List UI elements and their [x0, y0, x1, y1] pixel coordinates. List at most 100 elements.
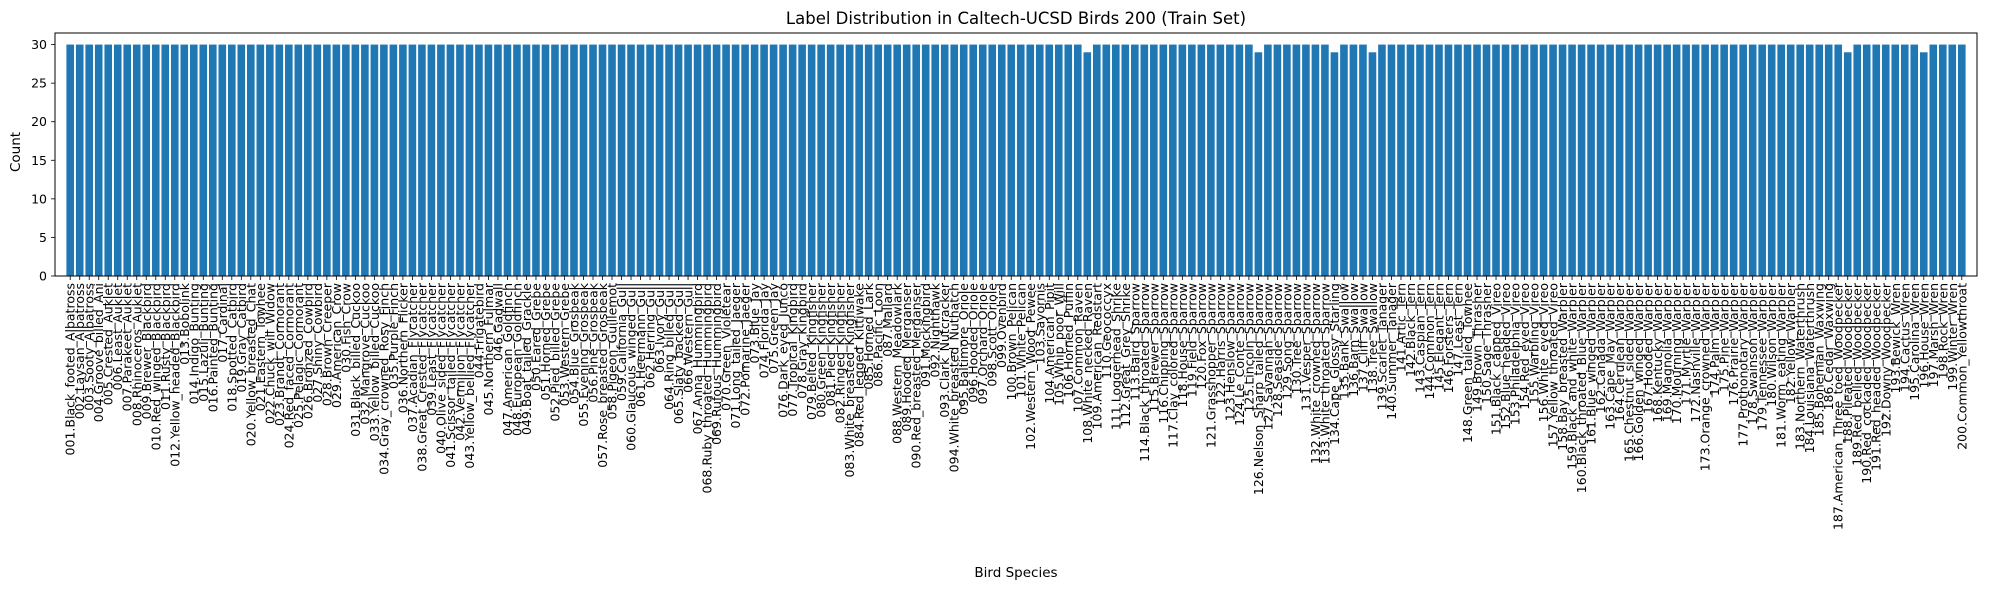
x-tick-label-130: 130.Tree_Sparrow [1289, 283, 1304, 394]
bar-143 [1416, 44, 1424, 276]
x-tick-label-44: 044.Frigatebird [471, 283, 486, 378]
x-tick-label-166: 166.Golden_winged_Warbler [1631, 282, 1646, 461]
x-tick-label-3: 003.Sooty_Albatross [82, 283, 97, 411]
bar-159 [1568, 44, 1576, 276]
bar-80 [817, 44, 825, 276]
x-tick-label-9: 009.Brewer_Blackbird [139, 283, 154, 419]
bar-48 [513, 44, 521, 276]
x-tick-label-103: 103.Sayornis [1032, 283, 1047, 364]
x-tick-label-22: 022.Chuck_will_Widow [262, 283, 277, 424]
y-tick-label-5: 5 [39, 230, 47, 245]
bar-97 [978, 44, 987, 276]
bar-79 [807, 44, 816, 276]
bar-40 [437, 44, 445, 276]
plot-frame [54, 32, 1978, 277]
x-tick-label-38: 038.Great_Crested_Flycatcher [414, 282, 429, 471]
bar-59 [617, 44, 626, 276]
bar-30 [342, 44, 350, 276]
bar-126 [1254, 52, 1263, 276]
x-tick-label-104: 104.American_Pipit [1042, 283, 1057, 404]
bar-28 [323, 44, 331, 276]
bar-3 [85, 44, 94, 276]
bar-120 [1197, 44, 1206, 276]
x-tick-label-69: 069.Rufous_Hummingbird [709, 283, 724, 445]
x-tick-label-120: 120.Fox_Sparrow [1194, 283, 1209, 390]
x-tick-label-62: 062.Herring_Gull [643, 283, 658, 388]
bar-18 [228, 44, 236, 276]
bar-107 [1073, 44, 1082, 276]
bar-114 [1140, 44, 1149, 276]
bar-145 [1435, 44, 1443, 276]
x-tick-label-77: 077.Tropical_Kingbird [785, 283, 800, 417]
bar-124 [1235, 44, 1244, 276]
bar-190 [1862, 44, 1871, 276]
bar-15 [199, 44, 208, 276]
x-tick-label-50: 050.Eared_Grebe [528, 283, 543, 391]
bar-2 [75, 44, 84, 276]
x-tick-label-113: 113.Baird_Sparrow [1127, 283, 1142, 401]
x-tick-label-126: 126.Nelson_Sharp_tailed_Sparrow [1251, 283, 1266, 495]
x-tick-label-152: 152.Blue_headed_Vireo [1498, 283, 1513, 430]
x-tick-label-73: 073.Blue_Jay [747, 282, 762, 363]
x-tick-label-34: 034.Gray_crowned_Rosy_Finch [376, 283, 391, 475]
bar-134 [1330, 52, 1339, 276]
x-tick-label-92: 092.Nighthawk [928, 282, 943, 377]
bar-31 [351, 44, 360, 276]
x-tick-label-135: 135.Bank_Swallow [1336, 283, 1351, 399]
bar-141 [1397, 44, 1405, 276]
bar-125 [1245, 44, 1253, 276]
bar-90 [912, 44, 920, 276]
x-tick-label-140: 140.Summer_Tanager [1384, 282, 1399, 420]
bar-81 [826, 44, 835, 276]
x-tick-label-124: 124.Le_Conte_Sparrow [1232, 283, 1247, 426]
bar-139 [1378, 44, 1386, 276]
bar-98 [988, 44, 997, 276]
x-tick-label-74: 074.Florida_Jay [757, 282, 772, 378]
bar-22 [266, 44, 274, 276]
x-tick-label-24: 024.Red_faced_Cormorant [281, 283, 296, 448]
bar-72 [741, 44, 749, 276]
bar-41 [446, 44, 455, 276]
bar-95 [959, 44, 968, 276]
bar-150 [1482, 44, 1491, 276]
bar-129 [1283, 44, 1291, 276]
bar-191 [1872, 44, 1881, 276]
x-tick-label-53: 053.Western_Grebe [557, 283, 572, 407]
bar-188 [1843, 52, 1852, 276]
bar-189 [1853, 44, 1862, 276]
x-tick-label-47: 047.American_Goldfinch [500, 283, 515, 436]
x-tick-label-86: 086.Pacific_Loon [871, 283, 886, 387]
bar-109 [1092, 44, 1101, 276]
x-tick-label-139: 139.Scarlet_Tanager [1374, 282, 1389, 410]
bar-163 [1606, 44, 1614, 276]
bar-75 [769, 44, 778, 276]
x-tick-label-29: 029.American_Crow [329, 283, 344, 408]
x-tick-label-176: 176.Prairie_Warbler [1726, 282, 1741, 405]
x-tick-label-182: 182.Yellow_Warbler [1783, 282, 1798, 404]
x-tick-label-184: 184.Louisiana_Waterthrush [1802, 283, 1817, 453]
x-tick-label-132: 132.White_crowned_Sparrow [1308, 283, 1323, 464]
bar-86 [874, 44, 882, 276]
bar-34 [380, 44, 388, 276]
bar-106 [1064, 44, 1073, 276]
x-tick-label-72: 072.Pomarine_Jaeger [738, 282, 753, 416]
bar-96 [969, 44, 978, 276]
x-tick-label-52: 052.Pied_billed_Grebe [547, 283, 562, 422]
x-tick-label-87: 087.Mallard [880, 283, 895, 357]
bar-167 [1644, 44, 1652, 276]
x-tick-label-101: 101.White_Pelican [1013, 283, 1028, 398]
bar-19 [237, 44, 246, 276]
x-tick-label-181: 181.Worm_eating_Warbler [1774, 282, 1789, 448]
x-tick-label-136: 136.Barn_Swallow [1346, 283, 1361, 397]
bar-78 [798, 44, 806, 276]
bar-76 [779, 44, 787, 276]
x-tick-label-165: 165.Chestnut_sided_Warbler [1622, 282, 1637, 462]
x-tick-label-197: 197.Marsh_Wren [1926, 283, 1941, 387]
bar-110 [1102, 44, 1111, 276]
x-tick-label-167: 167.Hooded_Warbler [1641, 282, 1656, 414]
x-tick-label-131: 131.Vesper_Sparrow [1298, 283, 1313, 411]
bar-199 [1948, 44, 1957, 276]
x-axis-title: Bird Species [974, 565, 1057, 581]
x-tick-label-1: 001.Black_footed_Albatross [63, 283, 78, 455]
x-tick-label-46: 046.Gadwall [490, 283, 505, 361]
